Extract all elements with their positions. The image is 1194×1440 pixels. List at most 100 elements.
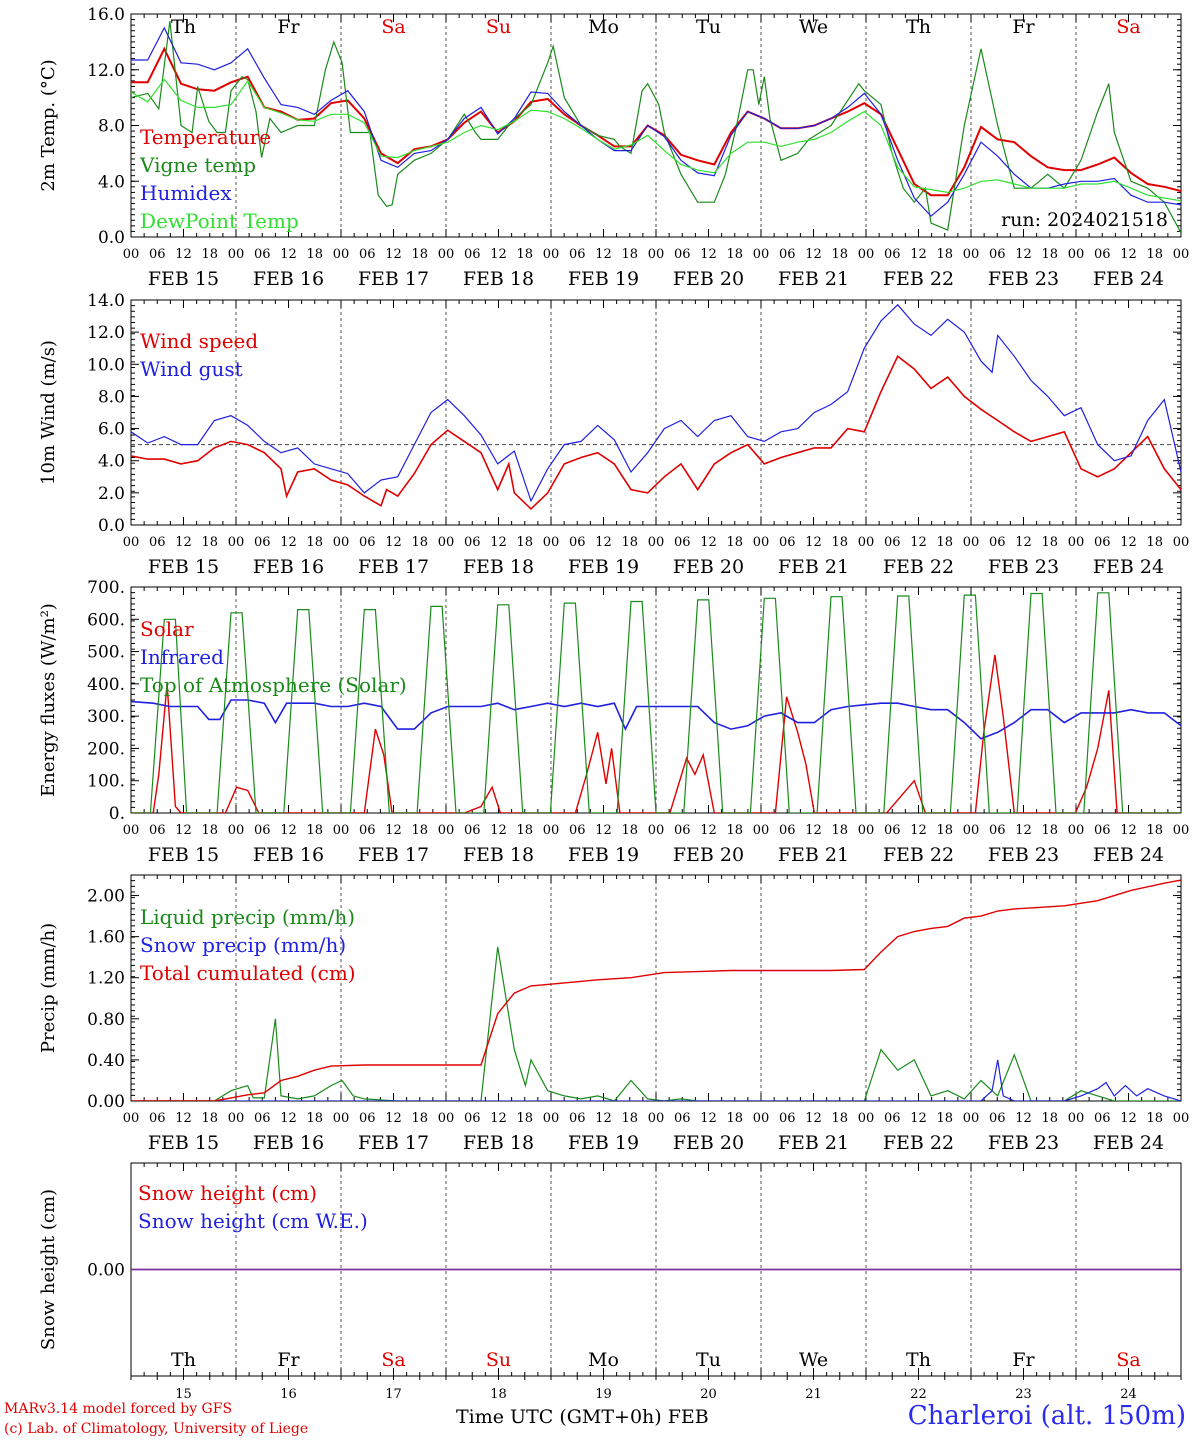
day-of-week-label: Tu: [696, 1349, 721, 1371]
legend-entry: Vigne temp: [139, 153, 256, 177]
hour-tick-label: 18: [201, 535, 218, 550]
hour-tick-label: 18: [1146, 535, 1163, 550]
hour-tick-label: 18: [201, 247, 218, 262]
date-label: FEB 15: [148, 556, 219, 578]
date-label: FEB 20: [673, 1132, 744, 1154]
lab-credit: (c) Lab. of Climatology, University of L…: [4, 1421, 309, 1437]
hour-tick-label: 12: [1120, 535, 1137, 550]
day-of-week-label: Su: [486, 16, 511, 38]
hour-tick-label: 12: [700, 1111, 717, 1126]
y-tick-label: 0.0: [98, 516, 125, 536]
hour-tick-label: 12: [490, 1111, 507, 1126]
hour-tick-label: 12: [595, 823, 612, 838]
panel-2: 0.0 2.0 4.0 6.0 8.0 10.0 12.0 14.0 10m Wind (m/s…: [38, 291, 1189, 578]
date-label: FEB 18: [463, 556, 534, 578]
hour-tick-label: 00: [1173, 823, 1190, 838]
hour-tick-label: 00: [1068, 823, 1085, 838]
hour-tick-label: 00: [753, 823, 770, 838]
hour-tick-label: 12: [175, 823, 192, 838]
hour-tick-label: 00: [228, 1111, 245, 1126]
hour-tick-label: 12: [280, 823, 297, 838]
hour-tick-label: 12: [175, 535, 192, 550]
panel-4: 0.00 0.40 0.80 1.20 1.60 2.00 Precip (mm/h) Liq…: [38, 874, 1189, 1154]
hour-tick-label: 00: [1068, 247, 1085, 262]
y-axis-label: Snow height (cm): [38, 1189, 59, 1350]
day-number-label: 23: [1015, 1387, 1032, 1402]
hour-tick-label: 06: [884, 823, 901, 838]
hour-tick-label: 12: [1120, 1111, 1137, 1126]
run-label: run: 2024021518: [1001, 209, 1168, 231]
y-tick-label: 600.: [87, 610, 125, 630]
day-number-label: 15: [175, 1387, 192, 1402]
date-label: FEB 22: [883, 844, 954, 866]
y-tick-label: 2.0: [98, 484, 125, 504]
hour-tick-label: 06: [1094, 823, 1111, 838]
hour-tick-label: 12: [1015, 247, 1032, 262]
hour-tick-label: 06: [1094, 247, 1111, 262]
hour-tick-label: 12: [1120, 247, 1137, 262]
x-axis-title: Time UTC (GMT+0h) FEB: [456, 1406, 709, 1428]
hour-tick-label: 06: [779, 823, 796, 838]
hour-tick-label: 18: [1041, 247, 1058, 262]
hour-tick-label: 00: [543, 823, 560, 838]
y-tick-label: 400.: [87, 675, 125, 695]
hour-tick-label: 00: [543, 535, 560, 550]
hour-tick-label: 12: [385, 535, 402, 550]
date-label: FEB 21: [778, 268, 849, 290]
hour-tick-label: 12: [805, 823, 822, 838]
day-of-week-label: Th: [906, 16, 931, 38]
hour-tick-label: 06: [149, 1111, 166, 1126]
hour-tick-label: 00: [648, 247, 665, 262]
date-label: FEB 16: [253, 844, 324, 866]
date-label: FEB 16: [253, 556, 324, 578]
hour-tick-label: 12: [700, 823, 717, 838]
hour-tick-label: 18: [306, 247, 323, 262]
hour-tick-label: 06: [989, 823, 1006, 838]
hour-tick-label: 12: [280, 1111, 297, 1126]
hour-tick-label: 18: [831, 1111, 848, 1126]
hour-tick-label: 00: [963, 823, 980, 838]
day-of-week-label: We: [799, 1349, 828, 1371]
y-tick-label: 0.00: [87, 1092, 125, 1112]
hour-tick-label: 06: [569, 247, 586, 262]
hour-tick-label: 00: [1173, 247, 1190, 262]
hour-tick-label: 00: [333, 247, 350, 262]
day-of-week-label: Sa: [1116, 16, 1140, 38]
y-tick-label: 14.0: [87, 291, 125, 311]
hour-tick-label: 12: [280, 247, 297, 262]
y-tick-label: 0.40: [87, 1051, 125, 1071]
legend-entry: Snow precip (mm/h): [140, 933, 346, 957]
legend-entry: Snow height (cm): [138, 1181, 317, 1205]
hour-tick-label: 06: [359, 823, 376, 838]
date-label: FEB 15: [148, 268, 219, 290]
hour-tick-label: 06: [989, 1111, 1006, 1126]
hour-tick-label: 18: [831, 823, 848, 838]
hour-tick-label: 00: [438, 535, 455, 550]
date-label: FEB 19: [568, 844, 639, 866]
hour-tick-label: 12: [700, 247, 717, 262]
hour-tick-label: 18: [1041, 1111, 1058, 1126]
hour-tick-label: 00: [123, 247, 140, 262]
hour-tick-label: 12: [700, 535, 717, 550]
hour-tick-label: 12: [490, 247, 507, 262]
hour-tick-label: 06: [569, 823, 586, 838]
day-number-label: 22: [910, 1387, 927, 1402]
y-tick-label: 0.0: [98, 228, 125, 248]
hour-tick-label: 00: [1173, 535, 1190, 550]
hour-tick-label: 06: [254, 1111, 271, 1126]
day-of-week-label: Fr: [1012, 16, 1035, 38]
series-line: [131, 303, 1181, 503]
hour-tick-label: 18: [621, 535, 638, 550]
hour-tick-label: 00: [333, 823, 350, 838]
date-label: FEB 23: [988, 556, 1059, 578]
hour-tick-label: 00: [543, 247, 560, 262]
hour-tick-label: 06: [989, 247, 1006, 262]
hour-tick-label: 12: [175, 1111, 192, 1126]
hour-tick-label: 00: [438, 1111, 455, 1126]
y-tick-label: 200.: [87, 739, 125, 759]
date-label: FEB 23: [988, 268, 1059, 290]
hour-tick-label: 12: [490, 535, 507, 550]
series-line: [131, 592, 1181, 813]
hour-tick-label: 12: [175, 247, 192, 262]
hour-tick-label: 00: [858, 535, 875, 550]
